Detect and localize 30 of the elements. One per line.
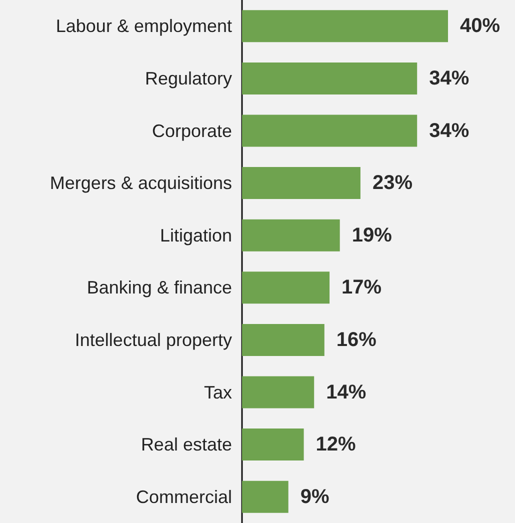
data-label: 17% [342, 276, 382, 299]
y-tick-label: Mergers & acquisitions [50, 173, 232, 194]
y-tick-label: Regulatory [144, 68, 232, 88]
bar [242, 272, 330, 304]
data-label: 40% [460, 15, 500, 38]
bar [242, 324, 324, 356]
data-label: 23% [372, 172, 413, 194]
data-label: 16% [336, 328, 377, 351]
bar [242, 167, 360, 200]
bar [242, 480, 288, 513]
y-tick-label: Commercial [136, 486, 232, 507]
bar [242, 10, 448, 42]
y-tick-label: Banking & finance [86, 278, 232, 298]
bar [242, 376, 314, 408]
data-label: 19% [352, 224, 392, 246]
bar [242, 62, 418, 94]
y-tick-label: Intellectual property [74, 330, 232, 350]
data-label: 34% [429, 120, 470, 142]
bar [242, 114, 418, 147]
y-tick-label: Real estate [140, 434, 232, 455]
bar [242, 428, 304, 461]
data-label: 9% [300, 486, 330, 508]
data-label: 12% [316, 434, 356, 456]
bar [242, 219, 340, 252]
data-label: 14% [326, 381, 366, 404]
data-label: 34% [429, 67, 470, 90]
y-tick-label: Litigation [160, 225, 232, 246]
y-tick-label: Tax [204, 382, 232, 402]
y-tick-label: Labour & employment [56, 16, 232, 36]
y-tick-label: Corporate [152, 120, 232, 141]
